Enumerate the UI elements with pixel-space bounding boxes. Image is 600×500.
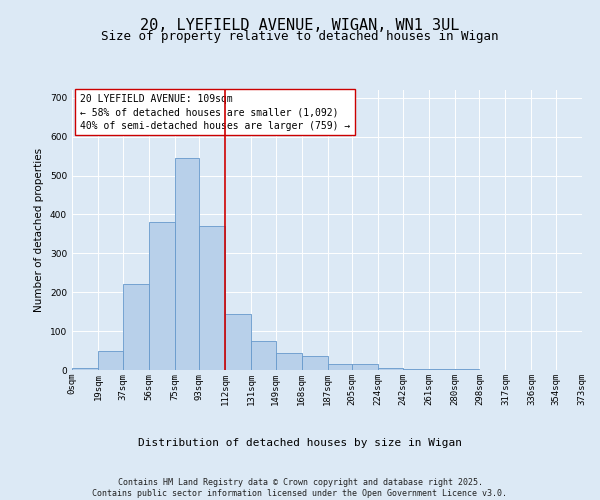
Bar <box>72 368 98 370</box>
Bar <box>455 369 479 370</box>
Bar <box>328 364 352 370</box>
Bar <box>429 369 455 370</box>
Bar <box>98 350 122 370</box>
Bar <box>225 314 251 370</box>
Bar <box>122 284 149 370</box>
Text: 20, LYEFIELD AVENUE, WIGAN, WN1 3UL: 20, LYEFIELD AVENUE, WIGAN, WN1 3UL <box>140 18 460 32</box>
Bar <box>403 369 429 370</box>
Bar <box>175 158 199 370</box>
Text: 20 LYEFIELD AVENUE: 109sqm
← 58% of detached houses are smaller (1,092)
40% of s: 20 LYEFIELD AVENUE: 109sqm ← 58% of deta… <box>80 94 350 130</box>
Bar <box>302 356 328 370</box>
Bar <box>199 226 225 370</box>
Text: Size of property relative to detached houses in Wigan: Size of property relative to detached ho… <box>101 30 499 43</box>
Text: Contains HM Land Registry data © Crown copyright and database right 2025.
Contai: Contains HM Land Registry data © Crown c… <box>92 478 508 498</box>
Text: Distribution of detached houses by size in Wigan: Distribution of detached houses by size … <box>138 438 462 448</box>
Bar <box>378 368 403 370</box>
Bar <box>352 364 378 370</box>
Y-axis label: Number of detached properties: Number of detached properties <box>34 148 44 312</box>
Bar <box>276 352 302 370</box>
Bar <box>149 222 175 370</box>
Bar <box>251 341 276 370</box>
